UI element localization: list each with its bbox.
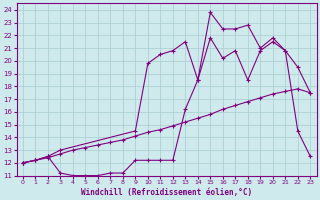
X-axis label: Windchill (Refroidissement éolien,°C): Windchill (Refroidissement éolien,°C) [81,188,252,197]
